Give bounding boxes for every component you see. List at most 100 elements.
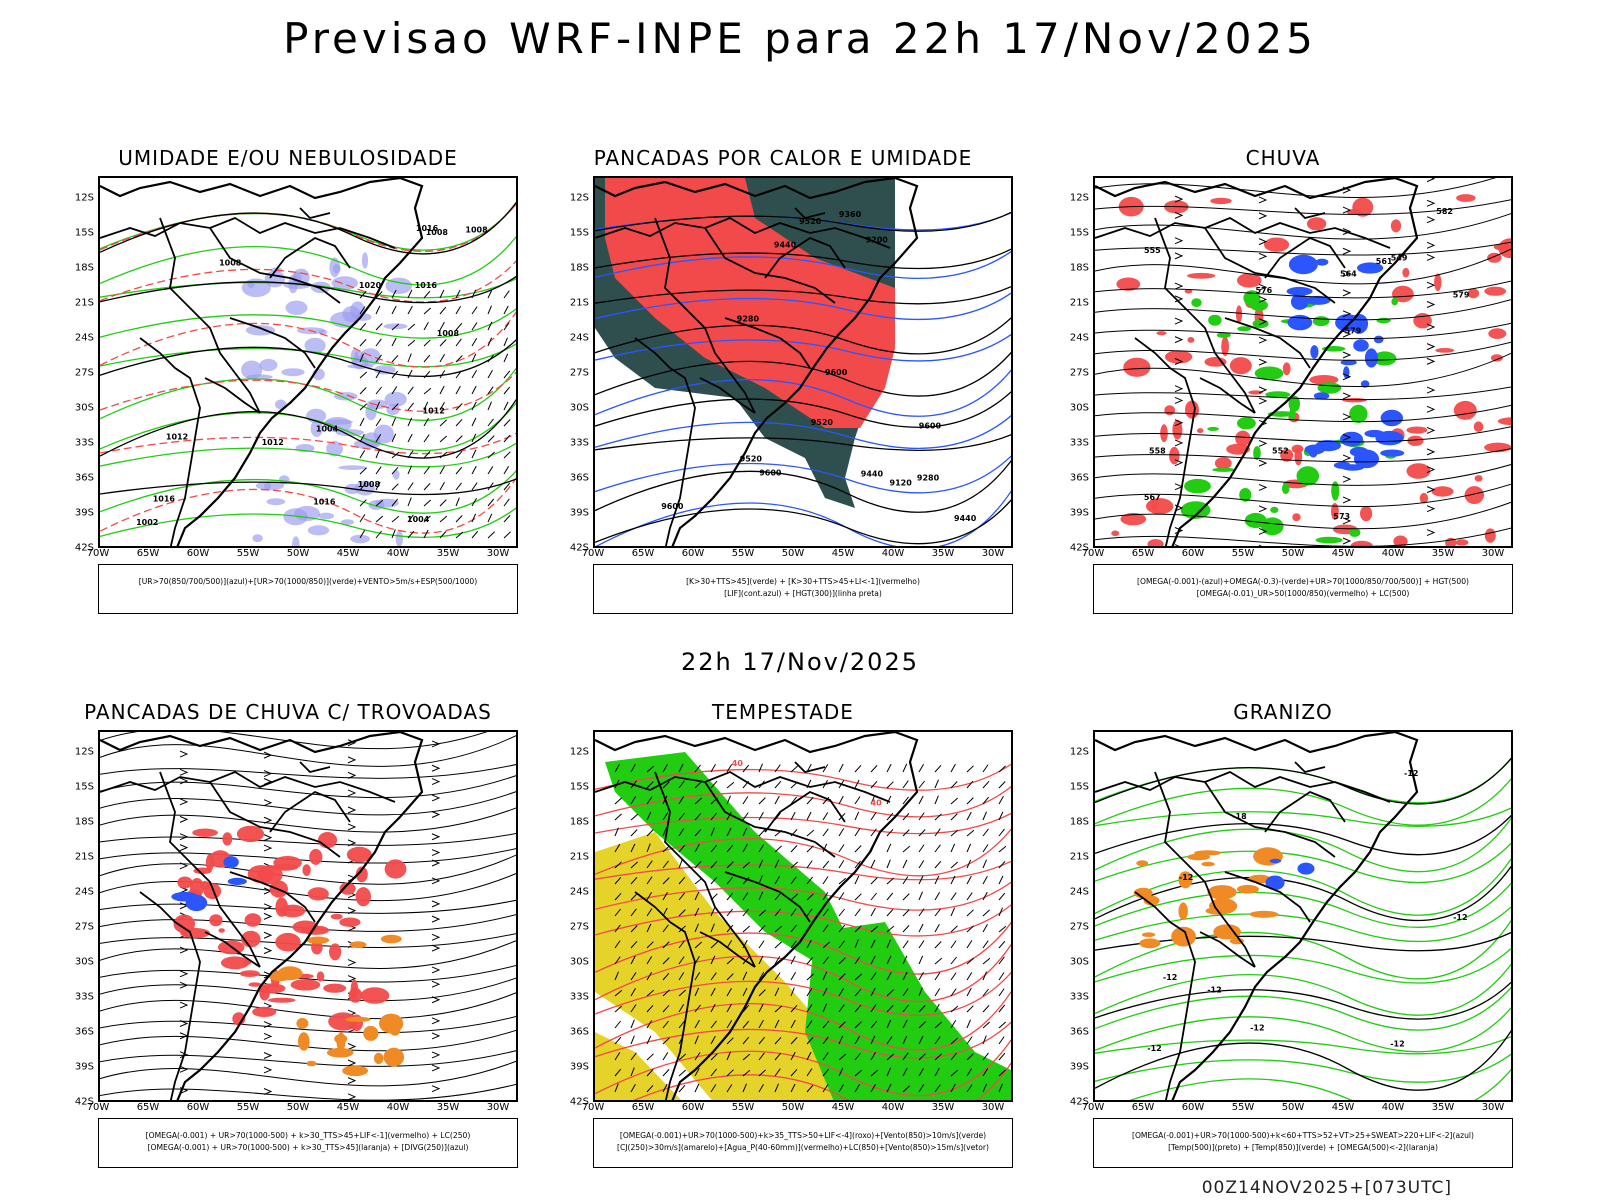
wind-vector [774, 972, 781, 981]
wind-vector [774, 1068, 781, 1077]
wind-arrow [431, 859, 441, 867]
wind-arrow [1258, 196, 1268, 204]
wind-vector [630, 1019, 635, 1029]
wind-vector [790, 796, 797, 805]
wind-vector [678, 1084, 686, 1093]
wind-arrow [263, 931, 273, 939]
longitude-tick-label: 45W [1331, 1102, 1355, 1113]
contour-value-label: 9600 [825, 368, 848, 377]
thunderstorm-area [273, 856, 302, 870]
wind-vector [455, 403, 463, 411]
legend-line: [LIF](cont.azul) + [HGT(300)](linha pret… [724, 589, 882, 598]
wind-vector [806, 908, 813, 917]
wind-vector [998, 1004, 1006, 1013]
wind-vector [503, 353, 509, 363]
thunderstorm-area [328, 1012, 358, 1031]
wind-vector [726, 764, 733, 773]
latitude-tick-label: 24S [1069, 886, 1089, 898]
omega-strong-area [1244, 512, 1267, 529]
wind-vector [375, 434, 382, 443]
latitude-tick-label: 15S [74, 227, 94, 239]
omega500-area [1193, 850, 1222, 856]
omega-rain-area [1169, 446, 1180, 465]
wind-vector [870, 1020, 878, 1029]
wind-vector [790, 940, 797, 949]
wind-vector [982, 940, 989, 949]
wind-vector [838, 860, 845, 869]
wind-vector [407, 353, 412, 363]
latitude-tick-label: 21S [1069, 297, 1089, 309]
streamline [100, 872, 516, 902]
wind-vector [694, 907, 700, 917]
streamline [100, 899, 516, 914]
wind-vector [487, 305, 492, 315]
contour-value-label: 9360 [839, 210, 862, 219]
wind-vector [838, 1035, 844, 1045]
contour-value-label: -12 [1390, 1039, 1404, 1048]
wind-vector [774, 795, 780, 805]
wind-arrow [263, 799, 273, 807]
omega-rain-area [1402, 267, 1410, 278]
divergence-area [223, 856, 239, 869]
omega-strong-area [1349, 404, 1368, 423]
wind-arrow [1258, 439, 1268, 447]
wind-vector [391, 354, 399, 363]
wind-vector [471, 306, 478, 315]
legend-line: [Temp(500)](preto) + [Temp(850)](verde) … [1168, 1143, 1438, 1152]
wind-arrow [347, 839, 357, 847]
wind-arrow [1342, 206, 1352, 214]
wind-vector [902, 925, 910, 933]
wind-vector [838, 795, 844, 805]
wind-vector [359, 417, 365, 427]
contour-value-label: 9440 [861, 470, 884, 479]
wind-vector [694, 781, 702, 789]
temp850-contour [1095, 842, 1511, 884]
forecast-map: 573 576 579 582 567 564 561 558 555 552 549 579 [1093, 176, 1513, 548]
coastline [100, 178, 424, 546]
wind-vector [455, 482, 462, 491]
humidity-mid-levels-area [392, 469, 400, 480]
wind-vector [742, 764, 750, 773]
wind-vector [614, 1020, 621, 1029]
panel-title: PANCADAS DE CHUVA C/ TROVOADAS [84, 700, 492, 724]
wind-vector [423, 417, 429, 427]
latitude-tick-label: 12S [1069, 746, 1089, 758]
omega-rain-area [1187, 272, 1216, 279]
wind-vector [966, 1036, 973, 1045]
humidity-mid-levels-area [318, 512, 334, 520]
wind-vector [838, 957, 846, 965]
state-border [1294, 207, 1326, 219]
wind-vector [998, 1036, 1005, 1045]
omega-weak-area [1357, 262, 1384, 274]
latitude-tick-label: 42S [74, 542, 94, 554]
wind-vector [966, 940, 973, 949]
omega-rain-area [1497, 417, 1511, 426]
wind-vector [742, 877, 750, 885]
wind-arrow [1174, 439, 1184, 447]
latitude-tick-label: 33S [74, 437, 94, 449]
contour-value-label: 1008 [437, 329, 460, 338]
wind-arrow [263, 844, 273, 852]
wind-arrow [179, 768, 189, 776]
wind-arrow [431, 833, 441, 841]
wind-arrow [179, 1065, 189, 1073]
temp850-contour [1095, 906, 1511, 943]
omega-strong-area [1312, 316, 1330, 327]
wind-vector [503, 370, 511, 379]
wind-vector [487, 418, 494, 427]
wind-vector [359, 403, 367, 411]
wind-vector [870, 939, 876, 949]
wind-vector [774, 1052, 782, 1061]
temp850-contour [1095, 947, 1511, 984]
wind-vector [854, 845, 862, 853]
longitude-tick-label: 65W [136, 1102, 160, 1113]
wind-vector [982, 780, 990, 789]
wind-vector [790, 1051, 796, 1061]
wind-vector [662, 941, 670, 949]
streamline [100, 854, 516, 885]
wind-arrow [1174, 385, 1184, 393]
wind-vector [902, 1085, 910, 1093]
wind-vector [678, 812, 685, 821]
state-border [100, 216, 396, 249]
contour-value-label: 1008 [465, 225, 488, 234]
